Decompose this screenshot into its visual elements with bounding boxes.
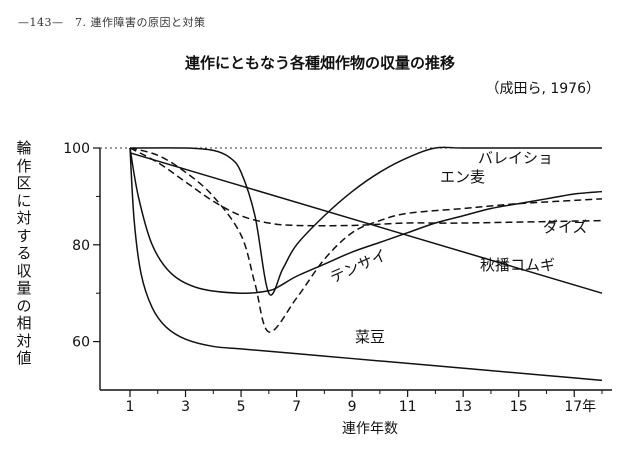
x-tick-label: 15	[510, 399, 528, 415]
page-header: —143— 7. 連作障害の原因と対策	[18, 16, 206, 29]
series-2-label: エン麦	[440, 168, 485, 186]
series-2-line	[129, 147, 603, 333]
series-5-line	[129, 152, 603, 294]
chart-title: 連作にともなう各種畑作物の収量の推移	[184, 54, 455, 72]
y-tick-label: 60	[72, 335, 90, 351]
x-tick-label: 11	[399, 399, 417, 415]
series-5-label: 秋播コムギ	[480, 256, 555, 274]
x-tick-label: 17年	[564, 399, 596, 415]
y-tick-label: 100	[63, 141, 90, 157]
series-1-label: バレイショ	[478, 149, 553, 167]
x-tick-label: 3	[181, 399, 190, 415]
series-6-label: 菜豆	[355, 328, 385, 346]
series-3-line	[129, 147, 603, 227]
series-1-line	[129, 146, 602, 296]
series-4-line	[129, 147, 603, 295]
x-tick-label: 9	[348, 399, 357, 415]
y-axis-label: 輪作区に対する収量の相対値	[16, 139, 32, 367]
y-tick-label: 80	[72, 238, 90, 254]
x-tick-label: 13	[454, 399, 472, 415]
series-3-label: ダイズ	[543, 218, 588, 236]
series-6-line	[129, 147, 603, 382]
x-axis-title: 連作年数	[342, 421, 398, 437]
x-tick-label: 5	[237, 399, 246, 415]
chart-source: （成田ら, 1976）	[485, 81, 600, 97]
series-4-label: テンサイ	[327, 246, 389, 287]
x-tick-label: 1	[126, 399, 135, 415]
x-tick-label: 7	[292, 399, 301, 415]
